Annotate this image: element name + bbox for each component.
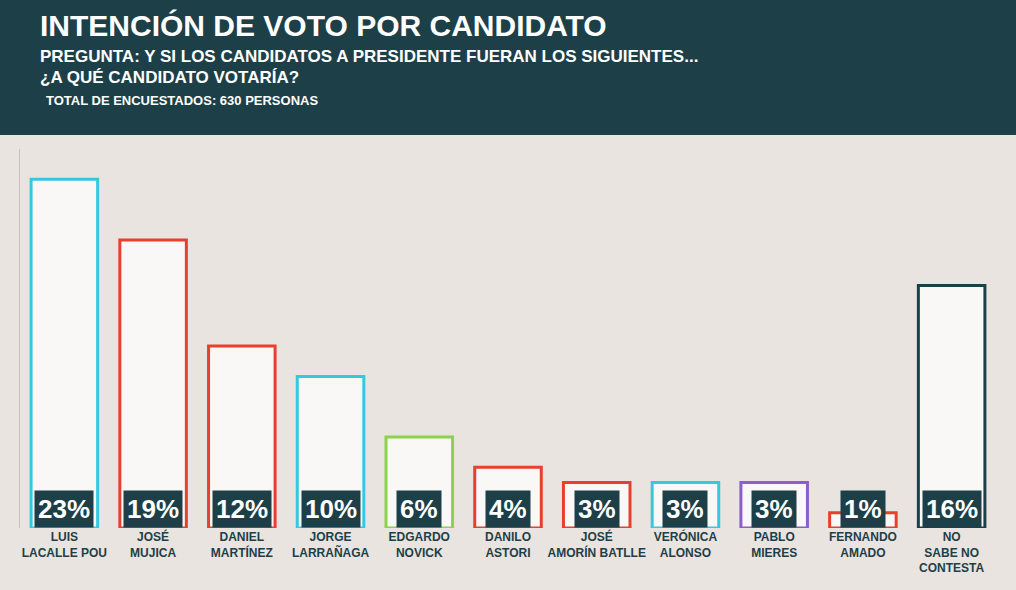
svg-text:FERNANDOAMADO: FERNANDOAMADO	[829, 530, 897, 560]
svg-text:1%: 1%	[844, 494, 882, 524]
svg-text:4%: 4%	[489, 494, 527, 524]
html-text:PREGUNTA: Y SI LOS CANDIDATOS: PREGUNTA: Y SI LOS CANDIDATOS A PRESIDEN…	[40, 47, 699, 66]
svg-text:3%: 3%	[666, 494, 704, 524]
svg-text:DANILOASTORI: DANILOASTORI	[485, 530, 531, 560]
svg-text:JORGELARRAÑAGA: JORGELARRAÑAGA	[292, 530, 370, 560]
svg-text:16%: 16%	[926, 494, 978, 524]
svg-text:VERÓNICAALONSO: VERÓNICAALONSO	[654, 529, 718, 560]
svg-text:23%: 23%	[38, 494, 90, 524]
html-text:TOTAL DE ENCUESTADOS: 630 PERS: TOTAL DE ENCUESTADOS: 630 PERSONAS	[46, 93, 319, 108]
svg-text:19%: 19%	[127, 494, 179, 524]
svg-text:12%: 12%	[216, 494, 268, 524]
svg-text:NOSABE NOCONTESTA: NOSABE NOCONTESTA	[919, 530, 984, 575]
svg-text:3%: 3%	[578, 494, 616, 524]
html-text:¿A QUÉ CANDIDATO VOTARÍA?: ¿A QUÉ CANDIDATO VOTARÍA?	[40, 68, 300, 87]
svg-text:6%: 6%	[400, 494, 438, 524]
svg-text:PABLOMIERES: PABLOMIERES	[751, 530, 797, 560]
svg-text:EDGARDONOVICK: EDGARDONOVICK	[389, 530, 450, 560]
svg-text:3%: 3%	[755, 494, 793, 524]
svg-text:LUISLACALLE POU: LUISLACALLE POU	[22, 530, 107, 560]
html-text:INTENCIÓN DE VOTO POR CANDIDAT: INTENCIÓN DE VOTO POR CANDIDATO	[40, 9, 607, 42]
svg-text:JOSÉMUJICA: JOSÉMUJICA	[130, 529, 176, 560]
svg-text:DANIELMARTÍNEZ: DANIELMARTÍNEZ	[211, 530, 273, 560]
svg-text:JOSÉAMORÍN BATLLE: JOSÉAMORÍN BATLLE	[548, 529, 646, 560]
svg-text:10%: 10%	[305, 494, 357, 524]
